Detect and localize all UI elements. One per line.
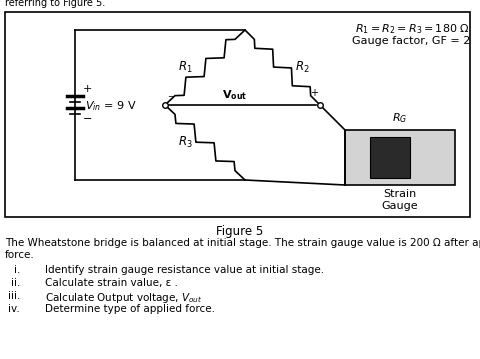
- Text: Gauge factor, GF = 2: Gauge factor, GF = 2: [351, 36, 469, 46]
- Bar: [5, 12, 469, 217]
- Text: i.: i.: [13, 265, 20, 275]
- Text: iii.: iii.: [8, 291, 20, 301]
- Text: $R_2$: $R_2$: [295, 60, 309, 75]
- Bar: [344, 130, 454, 185]
- Text: force.: force.: [5, 250, 35, 260]
- Text: Determine type of applied force.: Determine type of applied force.: [45, 304, 215, 314]
- Text: −: −: [167, 92, 174, 101]
- Text: Figure 5: Figure 5: [216, 225, 263, 238]
- Text: ii.: ii.: [11, 278, 20, 288]
- Text: referring to Figure 5.: referring to Figure 5.: [5, 0, 105, 8]
- Text: $R_3$: $R_3$: [177, 135, 192, 150]
- Text: $\mathbf{V_{out}}$: $\mathbf{V_{out}}$: [221, 88, 247, 102]
- Text: Calculate Output voltage, $V_{out}$: Calculate Output voltage, $V_{out}$: [45, 291, 202, 305]
- Text: Strain
Gauge: Strain Gauge: [381, 189, 418, 211]
- Text: $R_1=R_2=R_3=180$ Ω: $R_1=R_2=R_3=180$ Ω: [355, 22, 469, 36]
- Text: Calculate strain value, ε .: Calculate strain value, ε .: [45, 278, 178, 288]
- Text: $R_1$: $R_1$: [177, 60, 192, 75]
- Bar: [369, 137, 409, 178]
- Text: The Wheatstone bridge is balanced at initial stage. The strain gauge value is 20: The Wheatstone bridge is balanced at ini…: [5, 238, 480, 248]
- Text: iv.: iv.: [8, 304, 20, 314]
- Text: +: +: [83, 84, 92, 94]
- Text: −: −: [83, 114, 92, 124]
- Text: $V_{in}$ = 9 V: $V_{in}$ = 9 V: [85, 99, 136, 113]
- Text: Identify strain gauge resistance value at initial stage.: Identify strain gauge resistance value a…: [45, 265, 324, 275]
- Text: +: +: [309, 88, 317, 98]
- Text: $R_G$: $R_G$: [392, 111, 407, 125]
